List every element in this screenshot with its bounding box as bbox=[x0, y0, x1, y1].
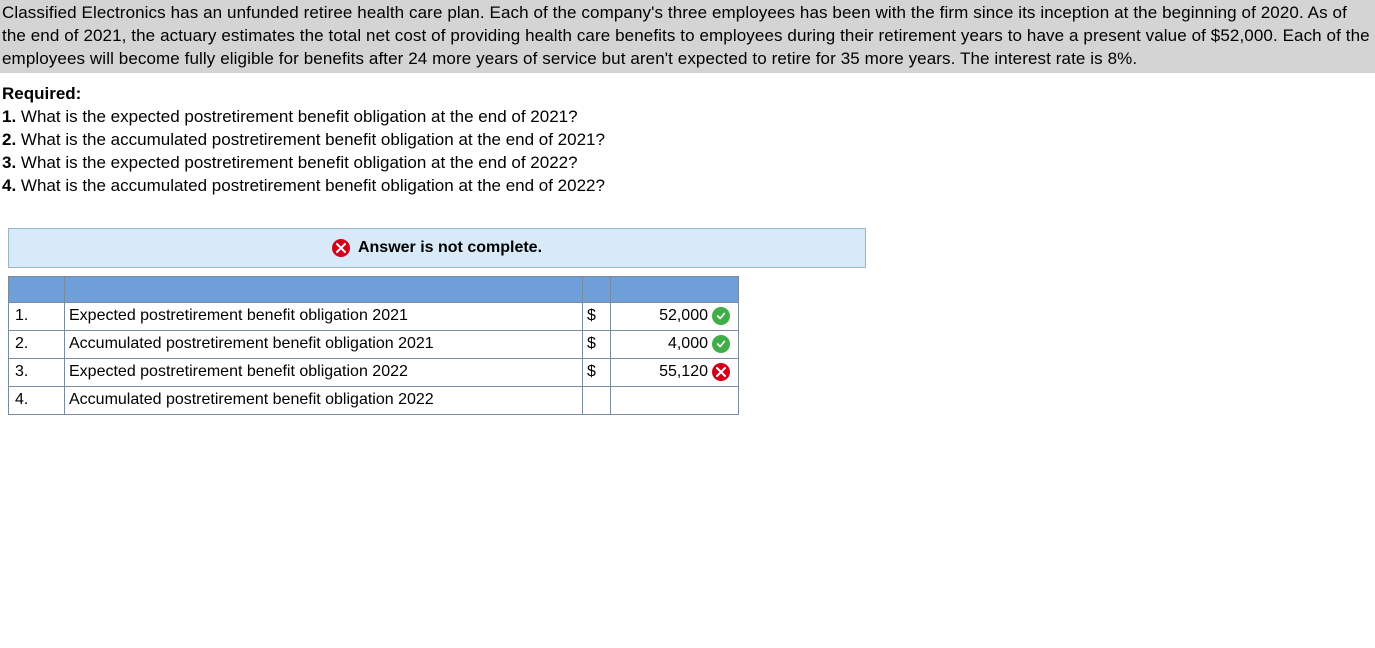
table-header-cell bbox=[65, 276, 583, 302]
table-header-cell bbox=[611, 276, 739, 302]
row-value: 52,000 bbox=[659, 307, 708, 325]
row-currency: $ bbox=[583, 302, 611, 330]
row-value-cell[interactable]: 52,000 bbox=[611, 302, 739, 330]
required-item-num: 1. bbox=[2, 107, 16, 126]
row-currency bbox=[583, 386, 611, 414]
row-desc: Expected postretirement benefit obligati… bbox=[65, 358, 583, 386]
answer-status-text: Answer is not complete. bbox=[358, 239, 542, 257]
problem-text: Classified Electronics has an unfunded r… bbox=[2, 3, 1370, 68]
required-item-num: 2. bbox=[2, 130, 16, 149]
table-row: 2. Accumulated postretirement benefit ob… bbox=[9, 330, 739, 358]
row-value: 4,000 bbox=[668, 335, 708, 353]
row-currency: $ bbox=[583, 330, 611, 358]
x-circle-icon bbox=[332, 239, 350, 257]
answer-table: 1. Expected postretirement benefit oblig… bbox=[8, 276, 739, 415]
required-label: Required: bbox=[2, 84, 81, 103]
required-item: 2. What is the accumulated postretiremen… bbox=[2, 129, 1373, 152]
required-item-num: 4. bbox=[2, 176, 16, 195]
table-header-cell bbox=[583, 276, 611, 302]
required-item: 3. What is the expected postretirement b… bbox=[2, 152, 1373, 175]
table-row: 3. Expected postretirement benefit oblig… bbox=[9, 358, 739, 386]
row-currency: $ bbox=[583, 358, 611, 386]
row-number: 2. bbox=[9, 330, 65, 358]
row-number: 1. bbox=[9, 302, 65, 330]
row-value-cell[interactable] bbox=[611, 386, 739, 414]
table-row: 1. Expected postretirement benefit oblig… bbox=[9, 302, 739, 330]
row-number: 4. bbox=[9, 386, 65, 414]
row-value-cell[interactable]: 4,000 bbox=[611, 330, 739, 358]
check-icon bbox=[712, 335, 730, 353]
table-header-cell bbox=[9, 276, 65, 302]
required-item: 4. What is the accumulated postretiremen… bbox=[2, 175, 1373, 198]
table-header-row bbox=[9, 276, 739, 302]
required-item-num: 3. bbox=[2, 153, 16, 172]
required-item-text: What is the accumulated postretirement b… bbox=[21, 176, 605, 195]
required-block: Required: 1. What is the expected postre… bbox=[0, 73, 1375, 200]
row-desc: Accumulated postretirement benefit oblig… bbox=[65, 386, 583, 414]
x-icon bbox=[712, 363, 730, 381]
required-item-text: What is the expected postretirement bene… bbox=[21, 153, 578, 172]
answer-status-bar: Answer is not complete. bbox=[8, 228, 866, 268]
problem-statement: Classified Electronics has an unfunded r… bbox=[0, 0, 1375, 73]
check-icon bbox=[712, 307, 730, 325]
required-item-text: What is the accumulated postretirement b… bbox=[21, 130, 605, 149]
required-item-text: What is the expected postretirement bene… bbox=[21, 107, 578, 126]
table-row: 4. Accumulated postretirement benefit ob… bbox=[9, 386, 739, 414]
row-number: 3. bbox=[9, 358, 65, 386]
row-desc: Expected postretirement benefit obligati… bbox=[65, 302, 583, 330]
required-item: 1. What is the expected postretirement b… bbox=[2, 106, 1373, 129]
row-value-cell[interactable]: 55,120 bbox=[611, 358, 739, 386]
row-value: 55,120 bbox=[659, 363, 708, 381]
row-desc: Accumulated postretirement benefit oblig… bbox=[65, 330, 583, 358]
